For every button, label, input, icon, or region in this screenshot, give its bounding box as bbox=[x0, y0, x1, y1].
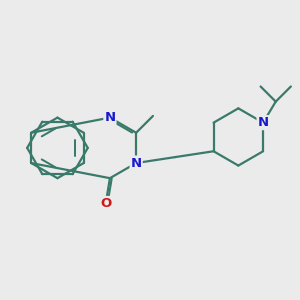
Text: O: O bbox=[100, 197, 111, 210]
Text: N: N bbox=[130, 157, 142, 169]
Text: N: N bbox=[104, 111, 116, 124]
Text: N: N bbox=[257, 116, 269, 129]
